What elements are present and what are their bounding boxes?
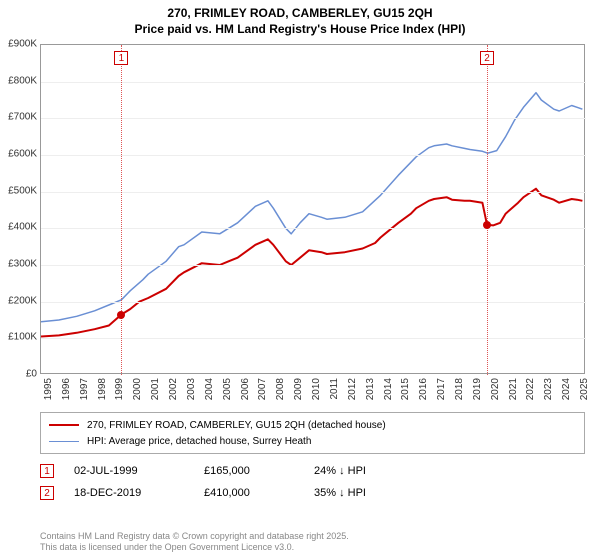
legend-swatch	[49, 424, 79, 426]
legend-item: 270, FRIMLEY ROAD, CAMBERLEY, GU15 2QH (…	[49, 417, 576, 433]
gridline-h	[41, 265, 586, 266]
x-tick-label: 2008	[275, 378, 286, 400]
gridline-h	[41, 228, 586, 229]
sale-delta: 24% ↓ HPI	[314, 465, 424, 477]
footer-line1: Contains HM Land Registry data © Crown c…	[40, 531, 349, 543]
legend-item: HPI: Average price, detached house, Surr…	[49, 433, 576, 449]
chart-container: 270, FRIMLEY ROAD, CAMBERLEY, GU15 2QH P…	[0, 0, 600, 560]
sales-table: 1 02-JUL-1999£165,00024% ↓ HPI 2 18-DEC-201…	[40, 460, 585, 504]
legend-swatch	[49, 441, 79, 442]
sale-row: 1 02-JUL-1999£165,00024% ↓ HPI	[40, 460, 585, 482]
y-tick-label: £0	[26, 369, 37, 380]
x-tick-label: 1996	[61, 378, 72, 400]
event-vline	[121, 45, 122, 375]
x-tick-label: 1995	[43, 378, 54, 400]
sale-price: £165,000	[204, 465, 314, 477]
x-tick-label: 2011	[329, 378, 340, 400]
x-tick-label: 2007	[257, 378, 268, 400]
chart-lines-svg	[41, 45, 586, 375]
x-tick-label: 2002	[168, 378, 179, 400]
y-tick-label: £300K	[8, 259, 37, 270]
gridline-h	[41, 302, 586, 303]
y-tick-label: £400K	[8, 222, 37, 233]
event-vline	[487, 45, 488, 375]
y-tick-label: £800K	[8, 75, 37, 86]
x-tick-label: 2010	[311, 378, 322, 400]
x-tick-label: 2014	[383, 378, 394, 400]
sale-badge: 1	[40, 464, 54, 478]
x-tick-label: 2020	[490, 378, 501, 400]
sale-badge: 2	[40, 486, 54, 500]
legend-label: 270, FRIMLEY ROAD, CAMBERLEY, GU15 2QH (…	[87, 420, 386, 431]
x-tick-label: 2003	[186, 378, 197, 400]
plot-region: 12	[40, 44, 585, 374]
gridline-h	[41, 118, 586, 119]
x-tick-label: 2004	[204, 378, 215, 400]
sale-row: 2 18-DEC-2019£410,00035% ↓ HPI	[40, 482, 585, 504]
y-tick-label: £700K	[8, 112, 37, 123]
sale-price: £410,000	[204, 487, 314, 499]
sale-date: 18-DEC-2019	[74, 487, 204, 499]
chart-area: 12 £0£100K£200K£300K£400K£500K£600K£700K…	[40, 44, 585, 374]
x-tick-label: 2018	[454, 378, 465, 400]
x-tick-label: 2006	[240, 378, 251, 400]
footer-line2: This data is licensed under the Open Gov…	[40, 542, 349, 554]
x-tick-label: 2019	[472, 378, 483, 400]
x-tick-label: 2023	[543, 378, 554, 400]
x-tick-label: 2013	[365, 378, 376, 400]
y-tick-label: £500K	[8, 185, 37, 196]
x-tick-label: 2021	[508, 378, 519, 400]
y-tick-label: £200K	[8, 295, 37, 306]
legend: 270, FRIMLEY ROAD, CAMBERLEY, GU15 2QH (…	[40, 412, 585, 454]
x-tick-label: 2001	[150, 378, 161, 400]
x-tick-label: 1998	[97, 378, 108, 400]
sale-marker	[483, 221, 491, 229]
chart-title-line2: Price paid vs. HM Land Registry's House …	[0, 22, 600, 36]
x-tick-label: 2017	[436, 378, 447, 400]
x-tick-label: 1997	[79, 378, 90, 400]
chart-title-line1: 270, FRIMLEY ROAD, CAMBERLEY, GU15 2QH	[0, 0, 600, 22]
gridline-h	[41, 155, 586, 156]
x-tick-label: 2005	[222, 378, 233, 400]
event-badge: 1	[114, 51, 128, 65]
legend-label: HPI: Average price, detached house, Surr…	[87, 436, 311, 447]
x-tick-label: 1999	[114, 378, 125, 400]
sale-delta: 35% ↓ HPI	[314, 487, 424, 499]
x-tick-label: 2000	[132, 378, 143, 400]
event-badge: 2	[480, 51, 494, 65]
footer-attribution: Contains HM Land Registry data © Crown c…	[40, 531, 349, 554]
gridline-h	[41, 338, 586, 339]
x-tick-label: 2024	[561, 378, 572, 400]
x-tick-label: 2022	[525, 378, 536, 400]
y-tick-label: £100K	[8, 332, 37, 343]
gridline-h	[41, 192, 586, 193]
x-tick-label: 2016	[418, 378, 429, 400]
y-tick-label: £600K	[8, 149, 37, 160]
sale-marker	[117, 311, 125, 319]
x-tick-label: 2015	[400, 378, 411, 400]
sale-date: 02-JUL-1999	[74, 465, 204, 477]
x-tick-label: 2025	[579, 378, 590, 400]
y-tick-label: £900K	[8, 39, 37, 50]
gridline-h	[41, 82, 586, 83]
x-tick-label: 2012	[347, 378, 358, 400]
x-tick-label: 2009	[293, 378, 304, 400]
